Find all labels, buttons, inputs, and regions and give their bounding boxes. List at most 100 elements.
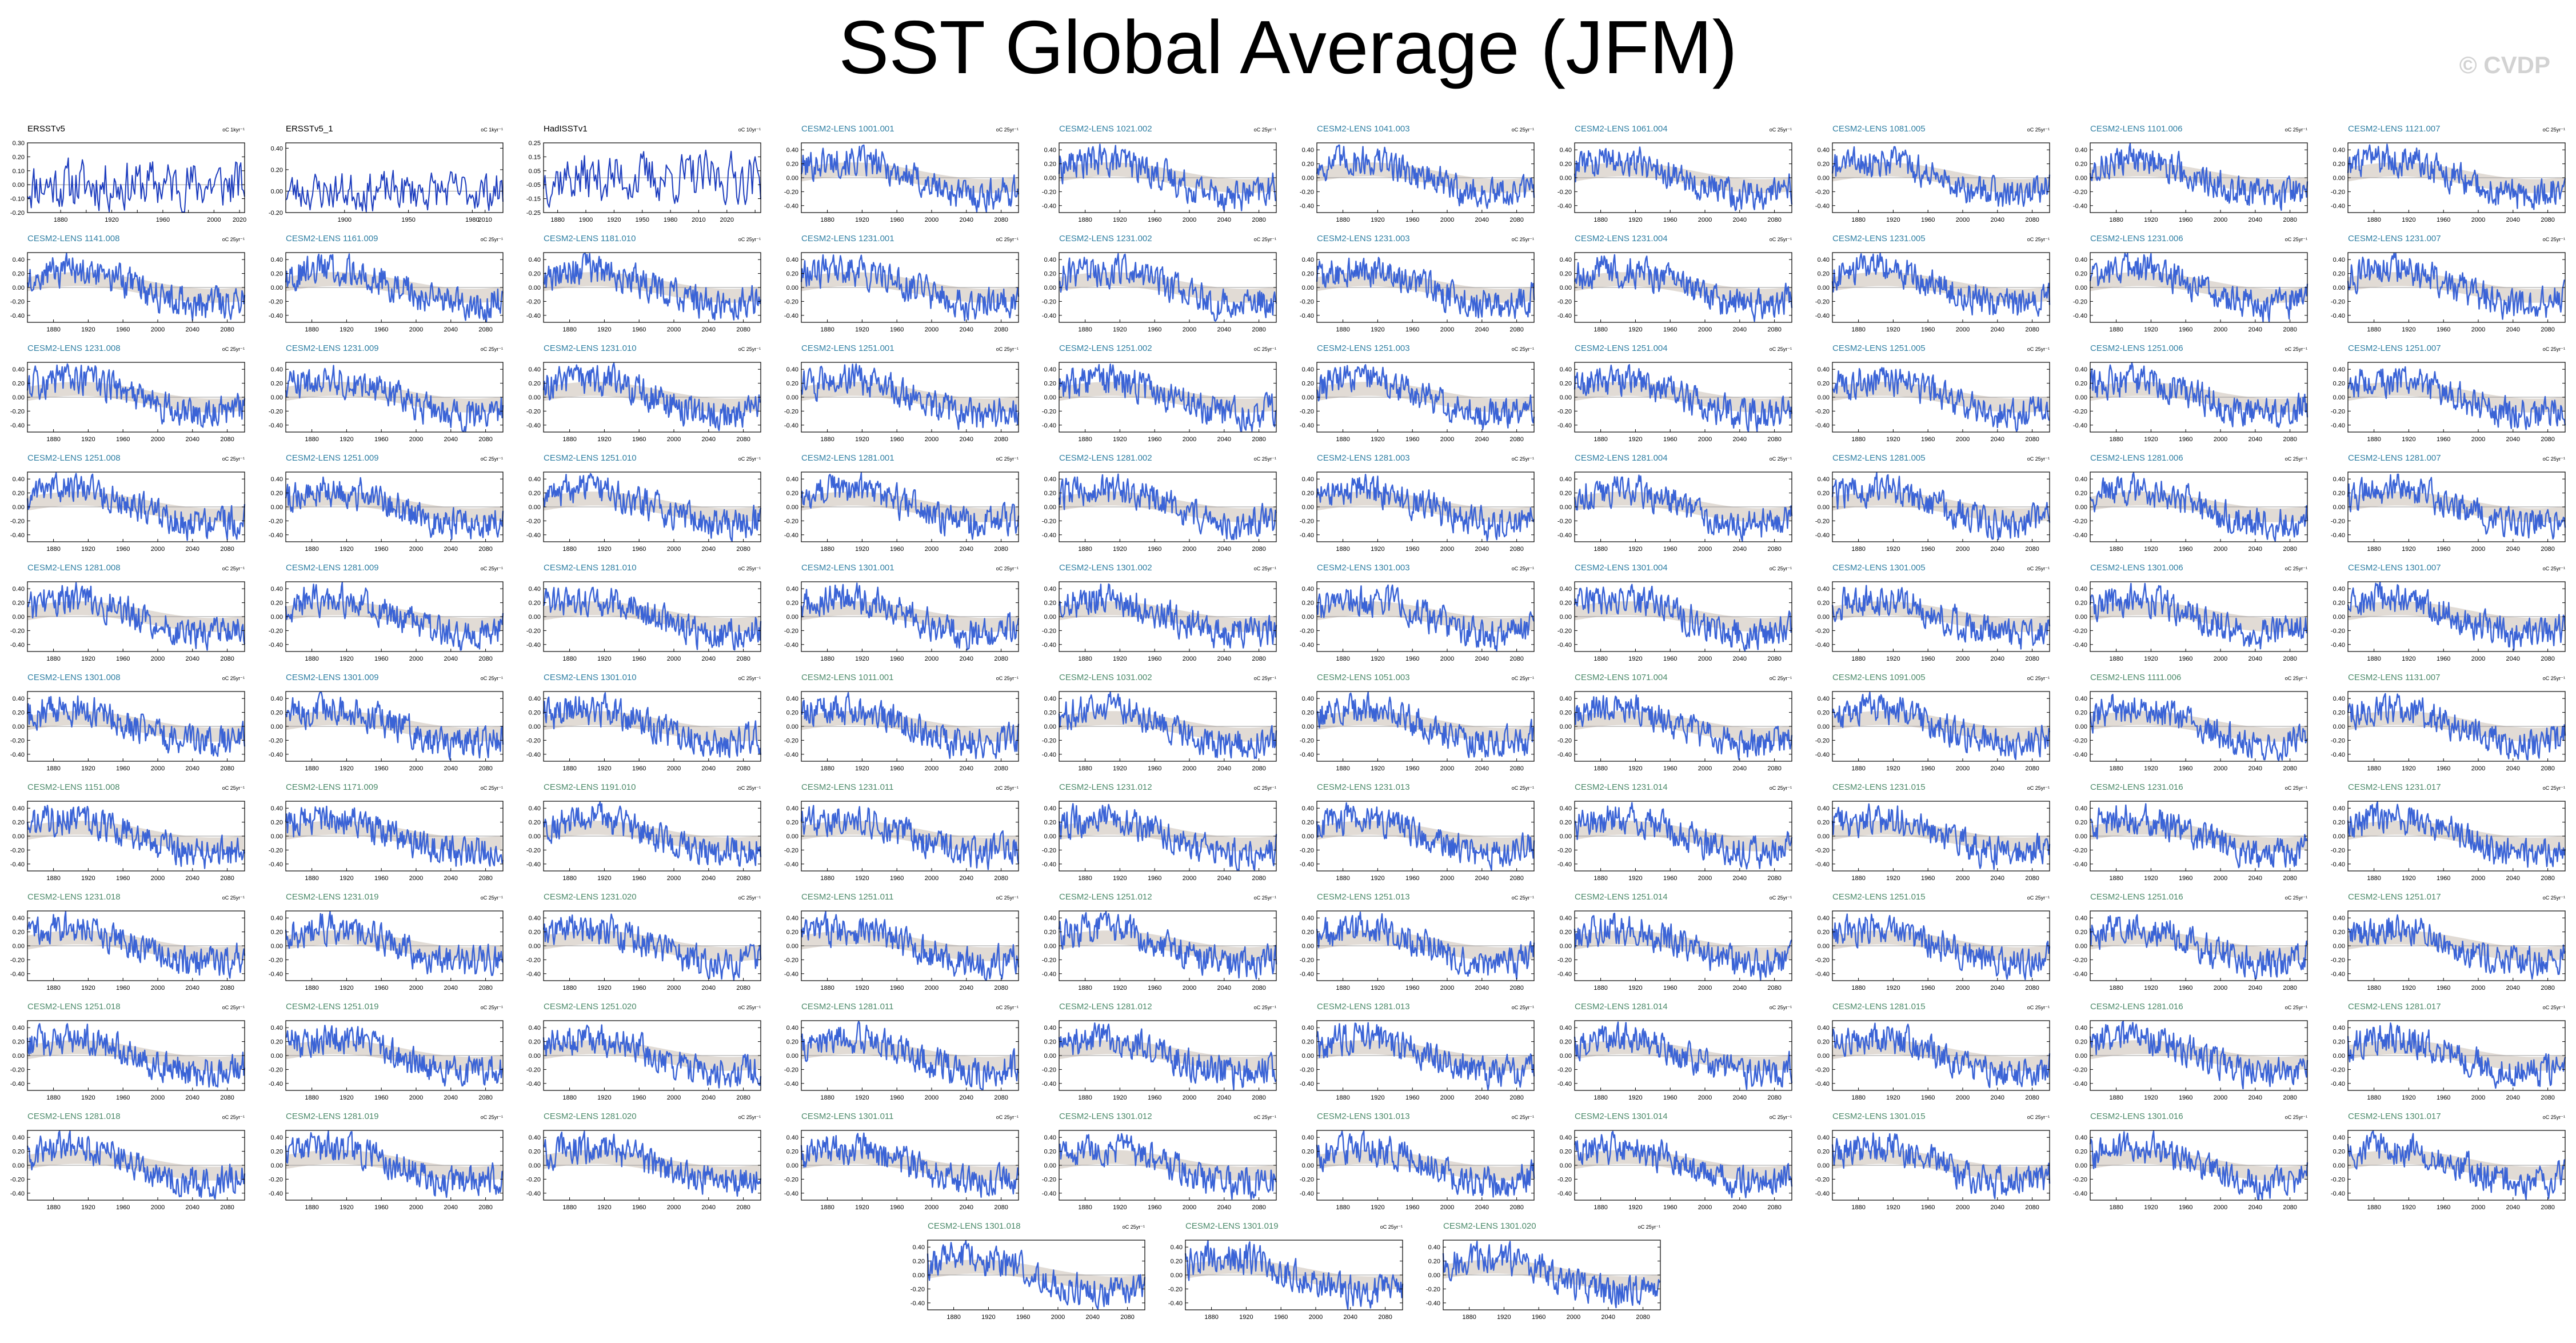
y-tick-label: 0.40 bbox=[2333, 696, 2345, 702]
y-tick-label: 0.00 bbox=[13, 1162, 25, 1169]
series-line bbox=[285, 170, 504, 213]
x-tick-label: 1920 bbox=[597, 1204, 611, 1211]
panel-model-73: CESM2-LENS 1251.014 oC 25yr⁻¹-0.40-0.200.… bbox=[1557, 892, 1792, 992]
y-tick-label: 0.40 bbox=[271, 145, 283, 152]
series-line bbox=[542, 1130, 762, 1197]
y-tick-label: -0.20 bbox=[1815, 957, 1830, 964]
y-tick-label: 0.20 bbox=[2075, 271, 2087, 278]
y-tick-label: 0.20 bbox=[2075, 929, 2087, 936]
y-tick-label: 0.00 bbox=[2333, 1053, 2345, 1060]
x-tick-label: 2000 bbox=[409, 1094, 423, 1101]
x-tick-label: 1880 bbox=[2367, 1094, 2381, 1101]
x-tick-label: 1920 bbox=[1113, 1094, 1127, 1101]
panel-trend-label: oC 25yr⁻¹ bbox=[996, 127, 1019, 133]
x-tick-label: 1880 bbox=[305, 1204, 318, 1211]
x-tick-label: 1920 bbox=[1371, 217, 1384, 223]
panel-trend-label: oC 25yr⁻¹ bbox=[1254, 1005, 1276, 1010]
x-tick-label: 2000 bbox=[1183, 1204, 1196, 1211]
x-tick-label: 2080 bbox=[1252, 875, 1265, 882]
x-tick-label: 2000 bbox=[667, 765, 681, 772]
panel-label: CESM2-LENS 1301.019 bbox=[1185, 1221, 1279, 1231]
x-tick-label: 2040 bbox=[702, 985, 716, 992]
series-line bbox=[1573, 146, 1793, 211]
x-tick-label: 1880 bbox=[2109, 217, 2123, 223]
x-tick-label: 2040 bbox=[2248, 217, 2262, 223]
x-tick-label: 2000 bbox=[207, 217, 221, 223]
y-tick-label: -0.40 bbox=[1815, 642, 1830, 649]
y-tick-label: 0.00 bbox=[1818, 285, 1830, 291]
y-tick-label: -0.40 bbox=[784, 532, 798, 539]
x-tick-label: 2040 bbox=[1991, 217, 2004, 223]
x-tick-label: 1960 bbox=[1405, 985, 1419, 992]
x-tick-label: 2000 bbox=[667, 1094, 681, 1101]
x-tick-label: 1920 bbox=[1886, 655, 1900, 662]
y-tick-label: 0.40 bbox=[1302, 696, 1314, 702]
panel-model-68: CESM2-LENS 1231.019 oC 25yr⁻¹-0.40-0.200.… bbox=[269, 892, 504, 992]
x-tick-label: 2000 bbox=[925, 436, 938, 443]
x-tick-label: 1920 bbox=[1113, 875, 1127, 882]
y-tick-label: 0.00 bbox=[13, 504, 25, 511]
x-tick-label: 2040 bbox=[1733, 765, 1747, 772]
y-tick-label: 0.00 bbox=[1302, 943, 1314, 950]
x-tick-label: 2080 bbox=[994, 985, 1008, 992]
x-tick-label: 1920 bbox=[2144, 217, 2158, 223]
x-tick-label: 1960 bbox=[1148, 1094, 1161, 1101]
y-tick-label: 0.40 bbox=[1560, 1025, 1572, 1032]
x-tick-label: 2080 bbox=[1509, 1204, 1523, 1211]
x-tick-label: 2000 bbox=[1183, 655, 1196, 662]
panel-label: CESM2-LENS 1231.007 bbox=[2348, 234, 2441, 243]
x-tick-label: 1880 bbox=[1336, 985, 1349, 992]
x-tick-label: 1920 bbox=[340, 765, 353, 772]
y-tick-label: -0.40 bbox=[10, 1081, 25, 1088]
y-tick-label: 0.20 bbox=[13, 1039, 25, 1046]
x-tick-label: 2000 bbox=[925, 765, 938, 772]
panel-trend-label: oC 25yr⁻¹ bbox=[2027, 456, 2050, 462]
panel-model-34: CESM2-LENS 1281.005 oC 25yr⁻¹-0.40-0.200.… bbox=[1815, 453, 2051, 553]
y-tick-label: 0.40 bbox=[13, 257, 25, 263]
panel-model-60: CESM2-LENS 1231.011 oC 25yr⁻¹-0.40-0.200.… bbox=[784, 782, 1020, 882]
x-tick-label: 2040 bbox=[444, 875, 458, 882]
x-tick-label: 1920 bbox=[1628, 765, 1642, 772]
x-tick-label: 1960 bbox=[632, 1204, 646, 1211]
x-tick-label: 1880 bbox=[2109, 326, 2123, 333]
y-tick-label: 0.20 bbox=[1560, 820, 1572, 826]
panel-model-69: CESM2-LENS 1231.020 oC 25yr⁻¹-0.40-0.200.… bbox=[526, 892, 762, 992]
y-tick-label: 0.40 bbox=[1044, 1025, 1056, 1032]
x-tick-label: 1950 bbox=[635, 217, 649, 223]
series-line bbox=[801, 692, 1020, 760]
y-tick-label: 0.40 bbox=[2075, 257, 2087, 263]
series-line bbox=[2347, 1022, 2566, 1089]
y-tick-label: -0.40 bbox=[2331, 313, 2345, 319]
panel-trend-label: oC 25yr⁻¹ bbox=[738, 346, 761, 352]
y-tick-label: -0.40 bbox=[269, 313, 283, 319]
panel-trend-label: oC 25yr⁻¹ bbox=[1770, 127, 1792, 133]
x-tick-label: 1880 bbox=[562, 765, 576, 772]
y-tick-label: -0.40 bbox=[269, 642, 283, 649]
x-tick-label: 2040 bbox=[702, 326, 716, 333]
panel-trend-label: oC 25yr⁻¹ bbox=[2285, 346, 2307, 352]
y-tick-label: 0.20 bbox=[1302, 710, 1314, 717]
panel-label: CESM2-LENS 1251.013 bbox=[1317, 892, 1410, 902]
series-line bbox=[800, 1132, 1020, 1198]
y-tick-label: 0.00 bbox=[1560, 1053, 1572, 1060]
y-tick-label: 0.00 bbox=[786, 285, 798, 291]
x-tick-label: 2000 bbox=[2214, 217, 2227, 223]
x-tick-label: 1880 bbox=[1593, 655, 1607, 662]
panel-label: CESM2-LENS 1011.001 bbox=[801, 673, 893, 682]
panel-model-93: CESM2-LENS 1301.014 oC 25yr⁻¹-0.40-0.200.… bbox=[1557, 1112, 1793, 1211]
y-tick-label: -0.20 bbox=[784, 847, 798, 854]
series-line bbox=[1058, 692, 1277, 760]
panel-model-83: CESM2-LENS 1281.014 oC 25yr⁻¹-0.40-0.200.… bbox=[1557, 1002, 1793, 1101]
y-tick-label: 0.40 bbox=[786, 147, 798, 154]
x-tick-label: 1960 bbox=[890, 985, 904, 992]
x-tick-label: 2000 bbox=[1956, 875, 1970, 882]
panel-trend-label: oC 25yr⁻¹ bbox=[1770, 785, 1792, 791]
series-line bbox=[1574, 802, 1793, 870]
y-tick-label: 0.20 bbox=[1818, 271, 1830, 278]
x-tick-label: 1920 bbox=[1886, 985, 1900, 992]
y-tick-label: -0.40 bbox=[784, 313, 798, 319]
y-tick-label: -0.40 bbox=[2073, 642, 2087, 649]
y-tick-label: -0.20 bbox=[1557, 298, 1572, 305]
panel-trend-label: oC 25yr⁻¹ bbox=[222, 895, 245, 901]
